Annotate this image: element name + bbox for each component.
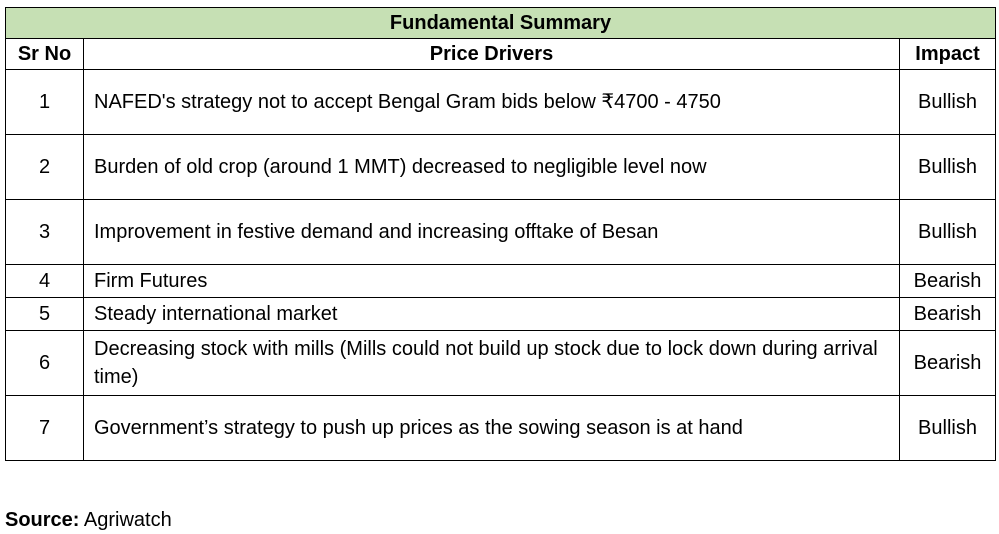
- table-row: 2 Burden of old crop (around 1 MMT) decr…: [5, 134, 997, 200]
- impact-value: Bearish: [898, 330, 997, 396]
- fundamental-summary-table: Fundamental Summary Sr No Price Drivers …: [4, 7, 997, 461]
- table-title-row: Fundamental Summary: [4, 7, 997, 39]
- table-header-row: Sr No Price Drivers Impact: [5, 38, 997, 70]
- sr-number: 3: [5, 199, 84, 265]
- impact-value: Bearish: [898, 297, 997, 331]
- table-row: 6 Decreasing stock with mills (Mills cou…: [5, 330, 997, 396]
- sr-number: 2: [5, 134, 84, 200]
- impact-value: Bullish: [898, 199, 997, 265]
- source-value: Agriwatch: [83, 509, 172, 531]
- header-impact: Impact: [898, 38, 997, 70]
- sr-number: 6: [5, 330, 84, 396]
- sr-number: 5: [5, 297, 84, 331]
- price-driver: Burden of old crop (around 1 MMT) decrea…: [83, 134, 900, 200]
- source-label: Source:: [5, 509, 80, 531]
- impact-value: Bullish: [898, 395, 997, 461]
- price-driver: Improvement in festive demand and increa…: [83, 199, 900, 265]
- sr-number: 7: [5, 395, 84, 461]
- table-row: 1 NAFED's strategy not to accept Bengal …: [5, 69, 997, 135]
- sr-number: 1: [5, 69, 84, 135]
- impact-value: Bullish: [898, 134, 997, 200]
- price-driver: Decreasing stock with mills (Mills could…: [83, 330, 900, 396]
- source-line: Source: Agriwatch: [5, 506, 172, 534]
- header-price-drivers: Price Drivers: [83, 38, 900, 70]
- price-driver: Government’s strategy to push up prices …: [83, 395, 900, 461]
- impact-value: Bullish: [898, 69, 997, 135]
- impact-value: Bearish: [898, 264, 997, 298]
- table-row: 5 Steady international market Bearish: [5, 297, 997, 331]
- table-row: 4 Firm Futures Bearish: [5, 264, 997, 298]
- header-sr-no: Sr No: [5, 38, 84, 70]
- price-driver: NAFED's strategy not to accept Bengal Gr…: [83, 69, 900, 135]
- table-row: 3 Improvement in festive demand and incr…: [5, 199, 997, 265]
- table-title: Fundamental Summary: [4, 7, 997, 39]
- sr-number: 4: [5, 264, 84, 298]
- table-row: 7 Government’s strategy to push up price…: [5, 395, 997, 461]
- price-driver: Firm Futures: [83, 264, 900, 298]
- price-driver: Steady international market: [83, 297, 900, 331]
